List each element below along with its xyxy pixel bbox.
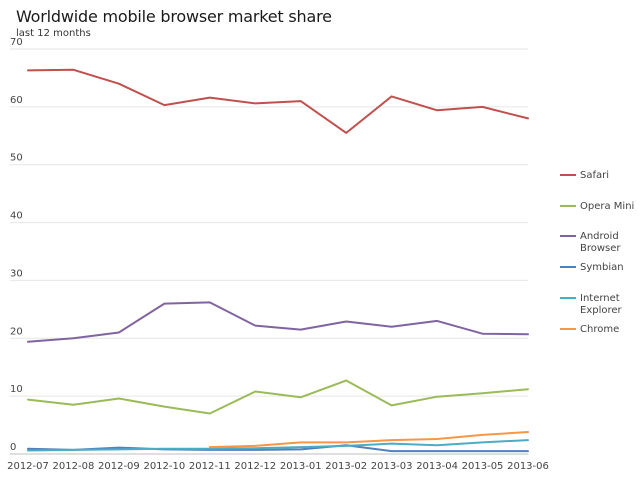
y-tick-label: 40: [10, 211, 23, 222]
series-line: [208, 431, 529, 449]
legend-label: Android: [580, 231, 619, 242]
x-tick-label: 2013-01: [280, 461, 322, 472]
legend-label: Internet: [580, 293, 620, 304]
x-tick-label: 2012-08: [53, 461, 95, 472]
legend-label: Chrome: [580, 324, 619, 335]
series-line: [27, 68, 529, 134]
y-tick-label: 10: [10, 384, 23, 395]
chart-subtitle: last 12 months: [16, 28, 91, 39]
x-tick-label: 2013-06: [507, 461, 549, 472]
y-tick-label: 0: [10, 442, 16, 453]
x-tick-label: 2013-04: [416, 461, 458, 472]
x-tick-label: 2012-07: [7, 461, 49, 472]
legend-label: Browser: [580, 243, 621, 254]
y-tick-label: 60: [10, 95, 23, 106]
x-tick-label: 2012-12: [234, 461, 276, 472]
legend-label: Symbian: [580, 262, 624, 273]
y-tick-label: 20: [10, 326, 23, 337]
y-tick-label: 70: [10, 37, 23, 48]
legend-label: Explorer: [580, 305, 623, 316]
legend-label: Safari: [580, 170, 609, 181]
chart-title: Worldwide mobile browser market share: [16, 7, 332, 26]
y-tick-label: 50: [10, 153, 23, 164]
x-tick-label: 2012-11: [189, 461, 231, 472]
legend-label: Opera Mini: [580, 201, 634, 212]
y-axis: 0 10 20 30 40 50 60 70: [10, 37, 23, 453]
series-line: [27, 439, 529, 452]
x-tick-label: 2012-10: [143, 461, 185, 472]
x-axis: 2012-07 2012-08 2012-09 2012-10 2012-11 2012-…: [7, 461, 549, 472]
x-tick-label: 2012-09: [98, 461, 140, 472]
x-tick-label: 2013-05: [462, 461, 504, 472]
series-line: [27, 301, 529, 343]
gridlines: [10, 48, 528, 455]
series-line: [27, 444, 529, 453]
x-tick-label: 2013-03: [371, 461, 413, 472]
x-tick-label: 2013-02: [325, 461, 367, 472]
y-tick-label: 30: [10, 268, 23, 279]
series-lines: [27, 68, 529, 453]
series-line: [27, 379, 529, 415]
